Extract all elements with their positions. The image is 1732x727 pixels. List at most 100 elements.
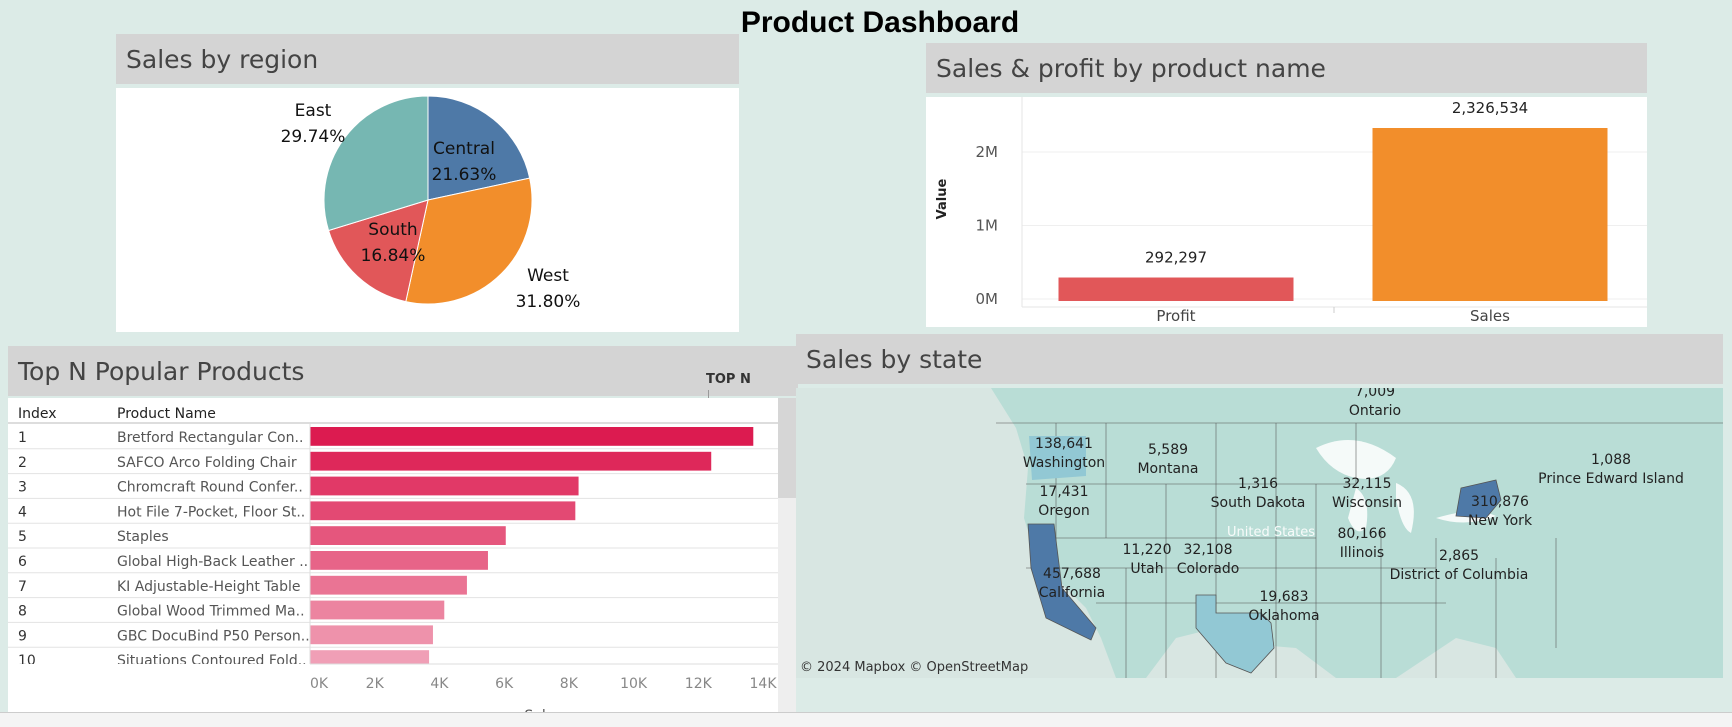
bar-panel-title: Sales & profit by product name xyxy=(926,43,1647,93)
topn-bar[interactable] xyxy=(310,501,576,521)
pie-label-central: Central xyxy=(433,139,495,159)
pie-percent-central: 21.63% xyxy=(432,165,497,185)
bar-ytick-label: 2M xyxy=(976,143,999,161)
topn-row-name[interactable]: Global High-Back Leather .. xyxy=(117,554,308,570)
topn-row-name[interactable]: Global Wood Trimmed Ma.. xyxy=(117,604,305,620)
topn-row-name[interactable]: SAFCO Arco Folding Chair xyxy=(117,455,297,471)
topn-xtick-label: 12K xyxy=(685,676,713,692)
state-california[interactable] xyxy=(1027,523,1097,641)
state-name-label: Utah xyxy=(1130,561,1163,577)
state-name-label: Ontario xyxy=(1349,403,1401,419)
topn-row-index: 10 xyxy=(18,653,36,669)
sales-profit-bar-chart[interactable]: 0M 1M 2M Value 292,297 Profit 2,326,534 Sales xyxy=(926,97,1647,327)
state-value-label: 11,220 xyxy=(1123,542,1172,558)
topn-xtick-label: 6K xyxy=(495,676,514,692)
topn-row-index: 4 xyxy=(18,504,27,520)
state-value-label: 7,009 xyxy=(1355,388,1395,400)
topn-bar[interactable] xyxy=(310,575,467,595)
topn-bar-chart[interactable]: Index Product Name 1 Bretford Rectangular C… xyxy=(8,398,778,724)
topn-row-index: 2 xyxy=(18,455,27,471)
topn-row-index: 3 xyxy=(18,480,27,496)
map-panel[interactable]: 138,641 Washington 17,431 Oregon 5,589 Montan… xyxy=(796,388,1723,678)
topn-panel-title: Top N Popular Products xyxy=(8,346,798,396)
topn-bar[interactable] xyxy=(310,427,754,446)
bar-profit[interactable] xyxy=(1058,277,1294,301)
state-name-label: Wisconsin xyxy=(1332,495,1402,511)
map-panel-title: Sales by state xyxy=(796,334,1723,384)
bar-value-label-profit: 292,297 xyxy=(1145,249,1207,267)
pie-slice-east[interactable] xyxy=(323,95,429,232)
topn-bar[interactable] xyxy=(310,551,488,570)
us-state-map[interactable]: 138,641 Washington 17,431 Oregon 5,589 Montan… xyxy=(796,388,1723,678)
bar-panel: 0M 1M 2M Value 292,297 Profit 2,326,534 Sales xyxy=(926,97,1647,327)
state-name-label: District of Columbia xyxy=(1390,567,1529,583)
pie-panel: Central 21.63% West 31.80% South 16.84% East 29… xyxy=(116,88,739,332)
state-name-label: Oklahoma xyxy=(1248,608,1319,624)
state-name-label: Washington xyxy=(1023,455,1105,471)
topn-parameter-label[interactable]: TOP N xyxy=(706,372,751,387)
state-value-label: 32,115 xyxy=(1343,476,1392,492)
state-name-label: South Dakota xyxy=(1211,495,1306,511)
topn-xtick-label: 14K xyxy=(750,676,778,692)
topn-xtick-label: 0K xyxy=(310,676,329,692)
topn-bar[interactable] xyxy=(310,625,433,645)
lake xyxy=(1396,483,1414,533)
pie-percent-west: 31.80% xyxy=(516,292,581,312)
pie-label-west: West xyxy=(527,266,569,286)
state-value-label: 310,876 xyxy=(1471,494,1529,510)
state-new-york[interactable] xyxy=(1455,479,1502,519)
state-value-label: 1,316 xyxy=(1238,476,1278,492)
land-mass xyxy=(991,388,1723,678)
topn-scrollbar-thumb[interactable] xyxy=(778,398,796,498)
topn-bar[interactable] xyxy=(310,451,712,471)
dashboard-title: Product Dashboard xyxy=(740,6,1020,39)
topn-row-index: 1 xyxy=(18,430,27,446)
country-label: United States xyxy=(1227,525,1315,540)
topn-row-name[interactable]: Bretford Rectangular Con.. xyxy=(117,430,303,446)
topn-xtick-label: 4K xyxy=(430,676,449,692)
state-value-label: 138,641 xyxy=(1035,436,1093,452)
bar-value-label-sales: 2,326,534 xyxy=(1452,99,1528,117)
topn-bar[interactable] xyxy=(310,476,579,496)
state-value-label: 2,865 xyxy=(1439,548,1479,564)
topn-row-name[interactable]: KI Adjustable-Height Table xyxy=(117,579,300,595)
topn-row-name[interactable]: Staples xyxy=(117,529,169,545)
topn-row-index: 9 xyxy=(18,628,27,644)
state-value-label: 5,589 xyxy=(1148,442,1188,458)
state-name-label: Prince Edward Island xyxy=(1538,471,1684,487)
pie-label-east: East xyxy=(295,101,332,121)
topn-bar[interactable] xyxy=(310,600,445,620)
pie-slice-west[interactable] xyxy=(405,177,533,305)
topn-header-name: Product Name xyxy=(117,406,216,422)
topn-row-name[interactable]: Hot File 7-Pocket, Floor St.. xyxy=(117,504,305,520)
pie-panel-title: Sales by region xyxy=(116,34,739,84)
topn-bar[interactable] xyxy=(310,650,430,669)
map-attribution[interactable]: © 2024 Mapbox © OpenStreetMap xyxy=(800,660,1029,675)
topn-bar[interactable] xyxy=(310,526,506,545)
topn-rows: 1 Bretford Rectangular Con.. 2 SAFCO Arco F… xyxy=(8,427,778,669)
pie-percent-south: 16.84% xyxy=(361,246,426,266)
topn-scrollbar[interactable] xyxy=(778,398,796,715)
bar-ytick-label: 1M xyxy=(976,217,999,235)
pie-label-south: South xyxy=(368,220,417,240)
topn-xtick-label: 8K xyxy=(560,676,579,692)
state-texas-oklahoma[interactable] xyxy=(1195,594,1275,674)
topn-row-name[interactable]: GBC DocuBind P50 Person.. xyxy=(117,628,310,644)
state-washington[interactable] xyxy=(1029,436,1086,480)
bar-ylabel: Value xyxy=(935,178,950,219)
pie-slice-south[interactable] xyxy=(327,199,429,303)
topn-panel: Index Product Name 1 Bretford Rectangular C… xyxy=(8,398,778,724)
bar-sales[interactable] xyxy=(1372,127,1608,301)
state-value-label: 32,108 xyxy=(1184,542,1233,558)
state-value-label: 1,088 xyxy=(1591,452,1631,468)
pie-chart[interactable]: Central 21.63% West 31.80% South 16.84% East 29… xyxy=(116,88,739,332)
state-value-label: 19,683 xyxy=(1260,589,1309,605)
topn-row-name[interactable]: Chromcraft Round Confer.. xyxy=(117,480,303,496)
state-name-label: Montana xyxy=(1137,461,1198,477)
state-name-label: New York xyxy=(1468,513,1533,529)
bottom-toolbar xyxy=(0,712,1732,727)
topn-row-name[interactable]: Situations Contoured Fold.. xyxy=(117,653,307,669)
pie-slice-central[interactable] xyxy=(427,95,531,201)
topn-xtick-label: 10K xyxy=(620,676,648,692)
state-value-label: 80,166 xyxy=(1338,526,1387,542)
